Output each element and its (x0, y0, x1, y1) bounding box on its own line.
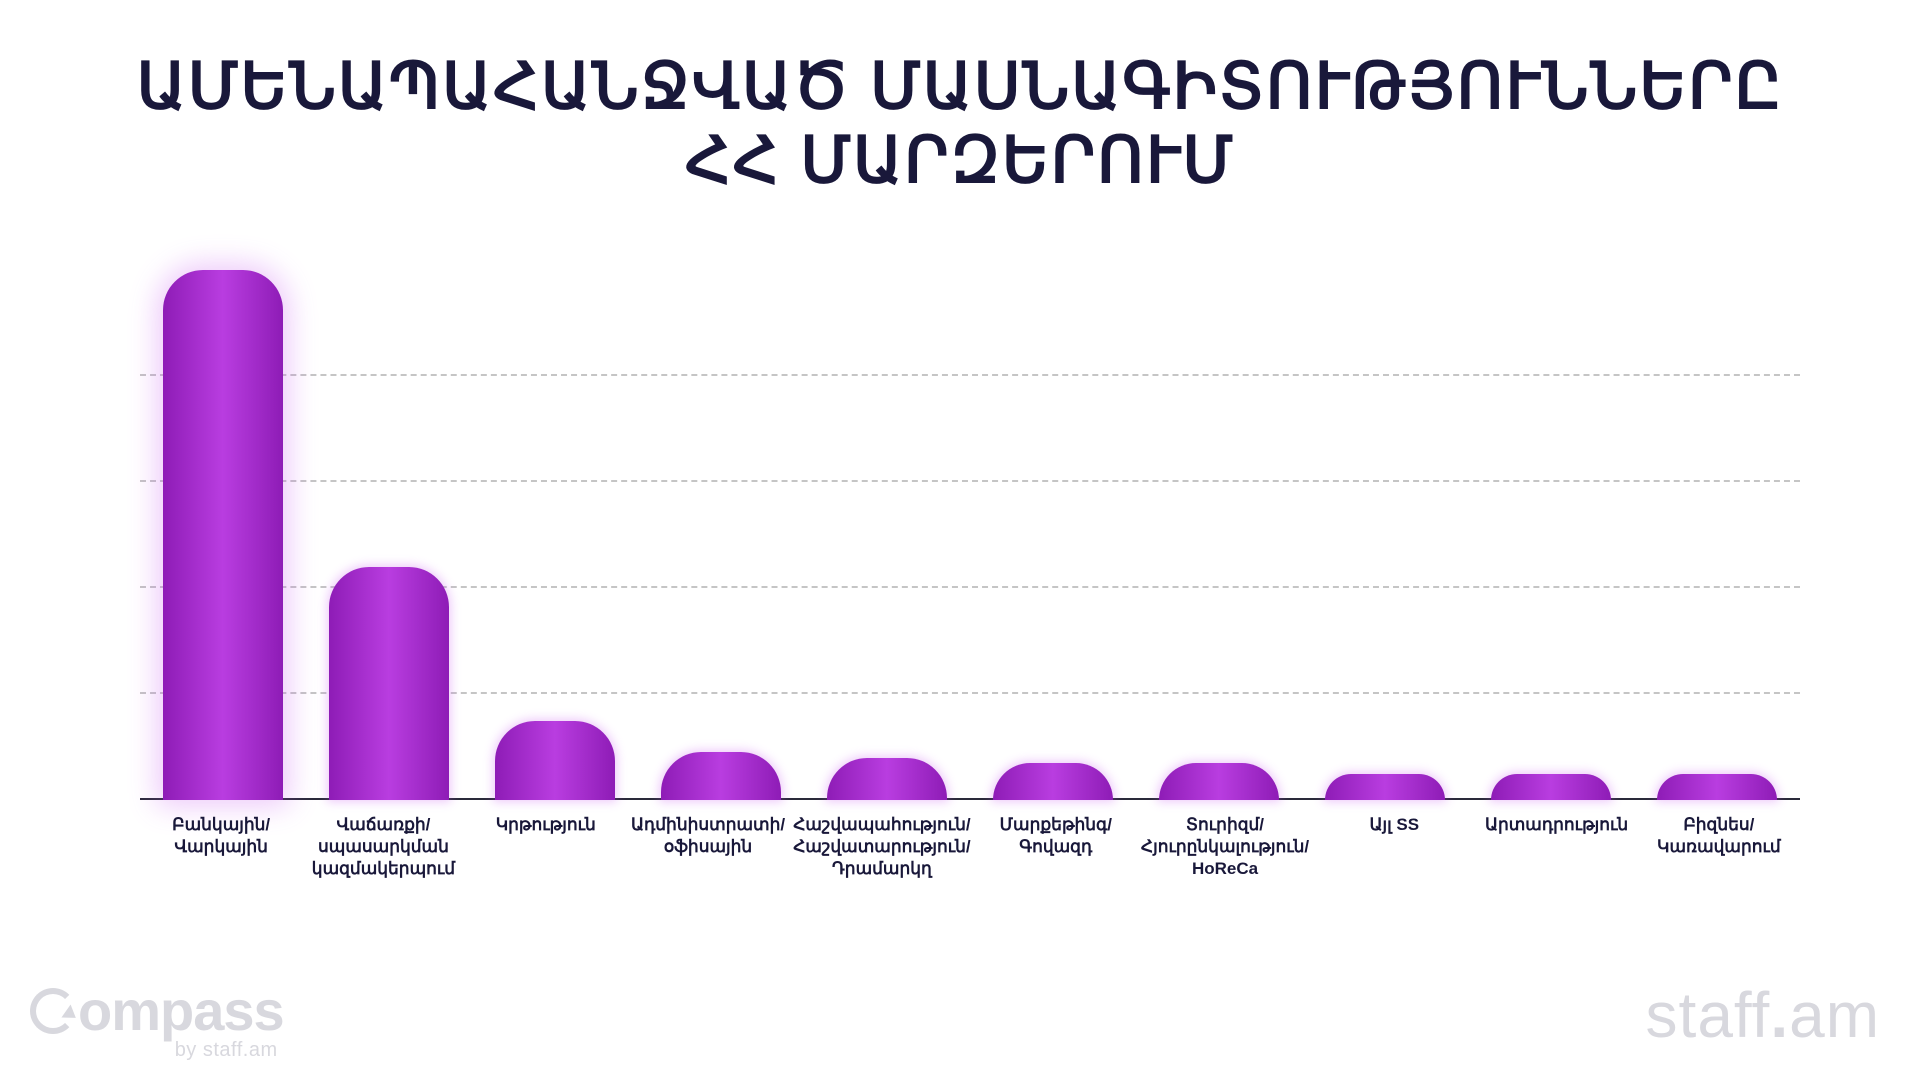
title-line-2: ՀՀ ՄԱՐԶԵՐՈՒՄ (0, 124, 1920, 198)
x-label: Արտադրություն (1475, 814, 1637, 880)
bar (1657, 774, 1777, 801)
bar-slot (1136, 270, 1302, 800)
x-label: Բանկային/Վարկային (140, 814, 302, 880)
bar-slot (472, 270, 638, 800)
x-label: Այլ SS (1313, 814, 1475, 880)
bar (1325, 774, 1445, 801)
chart-area: Բանկային/ՎարկայինՎաճառքի/սպասարկմանկազմա… (140, 270, 1800, 800)
bar (329, 567, 449, 800)
bars-container (140, 270, 1800, 800)
bar (163, 270, 283, 800)
bar (495, 721, 615, 801)
compass-logo: ompass by staff.am (30, 978, 284, 1062)
bar (827, 758, 947, 800)
staffam-wordmark: staff.am (1646, 979, 1880, 1051)
bar-slot (306, 270, 472, 800)
bar-slot (970, 270, 1136, 800)
bar (993, 763, 1113, 800)
bar-slot (1302, 270, 1468, 800)
compass-wordmark: ompass (78, 978, 284, 1043)
bar-slot (1634, 270, 1800, 800)
plot: Բանկային/ՎարկայինՎաճառքի/սպասարկմանկազմա… (140, 270, 1800, 800)
x-label: Տուրիզմ/Հյուրընկալություն/HoReCa (1137, 814, 1313, 880)
bar-slot (804, 270, 970, 800)
x-label: Ադմինիստրատի/օֆիսային (627, 814, 789, 880)
x-label: Հաշվապահություն/Հաշվատարություն/Դրամարկղ (789, 814, 974, 880)
bar-slot (638, 270, 804, 800)
compass-icon (30, 988, 76, 1034)
x-labels: Բանկային/ՎարկայինՎաճառքի/սպասարկմանկազմա… (140, 800, 1800, 880)
x-label: Բիզնես/Կառավարում (1638, 814, 1800, 880)
x-label: Վաճառքի/սպասարկմանկազմակերպում (302, 814, 464, 880)
bar (1159, 763, 1279, 800)
x-label: Կրթություն (465, 814, 627, 880)
bar-slot (140, 270, 306, 800)
staffam-logo: staff.am (1646, 978, 1880, 1052)
bar (1491, 774, 1611, 801)
x-label: Մարքեթինգ/Գովազդ (975, 814, 1137, 880)
chart-title: ԱՄԵՆԱՊԱՀԱՆՋՎԱԾ ՄԱՍՆԱԳԻՏՈՒԹՅՈՒՆՆԵՐԸ ՀՀ ՄԱ… (0, 50, 1920, 197)
bar-slot (1468, 270, 1634, 800)
title-line-1: ԱՄԵՆԱՊԱՀԱՆՋՎԱԾ ՄԱՍՆԱԳԻՏՈՒԹՅՈՒՆՆԵՐԸ (0, 50, 1920, 124)
bar (661, 752, 781, 800)
